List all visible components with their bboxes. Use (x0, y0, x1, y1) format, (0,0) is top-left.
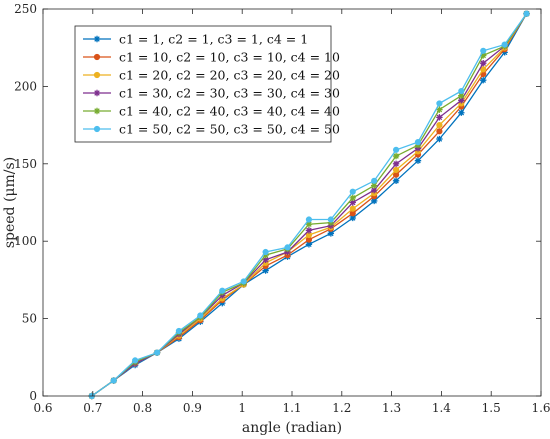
data-point (219, 287, 226, 294)
x-tick-label: 1.5 (482, 401, 501, 415)
series-6 (88, 10, 530, 400)
x-tick-label: 0.8 (133, 401, 152, 415)
data-point (392, 177, 400, 185)
data-point (262, 267, 269, 274)
y-tick-label: 50 (22, 312, 37, 326)
data-point (436, 114, 443, 121)
data-point (436, 135, 443, 143)
data-point (284, 244, 291, 251)
data-point (414, 157, 422, 164)
y-tick-label: 0 (29, 389, 37, 403)
data-point (305, 216, 313, 223)
y-axis-label: speed (μm/s) (2, 157, 18, 248)
legend-marker (93, 107, 101, 115)
x-tick-label: 1.1 (282, 401, 301, 415)
data-point (436, 128, 443, 135)
x-tick-label: 1.3 (382, 401, 401, 415)
data-point (110, 377, 117, 384)
y-tick-label: 250 (14, 2, 37, 16)
legend-marker (93, 89, 101, 97)
data-point (436, 100, 443, 107)
y-tick-label: 200 (14, 79, 37, 93)
data-point (349, 194, 356, 202)
x-tick-label: 1.4 (432, 401, 451, 415)
data-point (305, 227, 313, 234)
data-point (305, 241, 313, 248)
x-tick-label: 0.7 (83, 401, 102, 415)
data-point (132, 357, 139, 364)
data-point (153, 349, 161, 356)
x-tick-label: 1 (238, 401, 246, 415)
data-point (501, 41, 508, 48)
y-tick-label: 150 (14, 157, 37, 171)
x-tick-label: 0.9 (183, 401, 202, 415)
legend-label: c1 = 50, c2 = 50, c3 = 50, c4 = 50 (119, 122, 340, 137)
legend-item: c1 = 50, c2 = 50, c3 = 50, c4 = 50 (83, 122, 340, 137)
data-point (523, 10, 530, 17)
data-point (371, 177, 378, 184)
data-point (327, 230, 335, 237)
legend: c1 = 1, c2 = 1, c3 = 1, c4 = 1 c1 = 10, c… (74, 25, 340, 143)
legend-marker (93, 35, 101, 43)
legend-item: c1 = 40, c2 = 40, c3 = 40, c4 = 40 (83, 104, 340, 119)
data-point (392, 152, 400, 160)
data-point (175, 327, 183, 335)
axes-layer: 0.6 0.7 0.8 0.9 1 1.1 1.2 1.3 1.4 1.5 1.6 0 50 100 150… (14, 2, 550, 415)
data-point (305, 220, 313, 228)
legend-label: c1 = 20, c2 = 20, c3 = 20, c4 = 20 (119, 68, 340, 83)
data-point (349, 188, 356, 195)
legend-marker (93, 53, 101, 61)
data-point (458, 87, 465, 95)
series-layer (88, 10, 530, 400)
data-point (349, 214, 356, 222)
legend-box (74, 25, 332, 143)
data-point (370, 197, 378, 205)
legend-label: c1 = 40, c2 = 40, c3 = 40, c4 = 40 (119, 104, 340, 119)
data-point (414, 139, 422, 146)
data-point (262, 256, 269, 263)
data-point (392, 166, 400, 174)
data-point (327, 216, 334, 223)
data-point (349, 199, 356, 206)
data-point (392, 160, 400, 167)
data-point (240, 278, 247, 285)
x-tick-label: 1.6 (531, 401, 550, 415)
data-point (458, 97, 465, 104)
data-point (480, 77, 487, 84)
x-tick-label: 1.2 (332, 401, 351, 415)
legend-label: c1 = 1, c2 = 1, c3 = 1, c4 = 1 (119, 32, 308, 47)
legend-label: c1 = 30, c2 = 30, c3 = 30, c4 = 30 (119, 86, 340, 101)
legend-label: c1 = 10, c2 = 10, c3 = 10, c4 = 10 (119, 50, 340, 65)
legend-marker (93, 125, 101, 133)
x-axis-label: angle (radian) (242, 420, 342, 436)
data-point (480, 52, 487, 59)
legend-item: c1 = 10, c2 = 10, c3 = 10, c4 = 10 (83, 50, 340, 65)
data-point (349, 205, 356, 212)
data-point (197, 312, 204, 319)
x-tick-label: 0.6 (33, 401, 52, 415)
data-point (370, 182, 378, 189)
data-point (480, 47, 487, 54)
legend-item: c1 = 30, c2 = 30, c3 = 30, c4 = 30 (83, 86, 340, 101)
data-point (458, 92, 465, 99)
data-point (480, 59, 487, 67)
data-point (458, 109, 465, 116)
data-point (436, 106, 443, 113)
legend-marker (93, 71, 101, 79)
data-point (370, 186, 378, 194)
legend-item: c1 = 20, c2 = 20, c3 = 20, c4 = 20 (83, 68, 340, 83)
data-point (436, 122, 443, 129)
y-tick-label: 100 (14, 234, 37, 248)
data-point (480, 66, 487, 73)
data-point (392, 146, 400, 153)
data-point (262, 248, 269, 256)
legend-item: c1 = 1, c2 = 1, c3 = 1, c4 = 1 (83, 32, 308, 47)
